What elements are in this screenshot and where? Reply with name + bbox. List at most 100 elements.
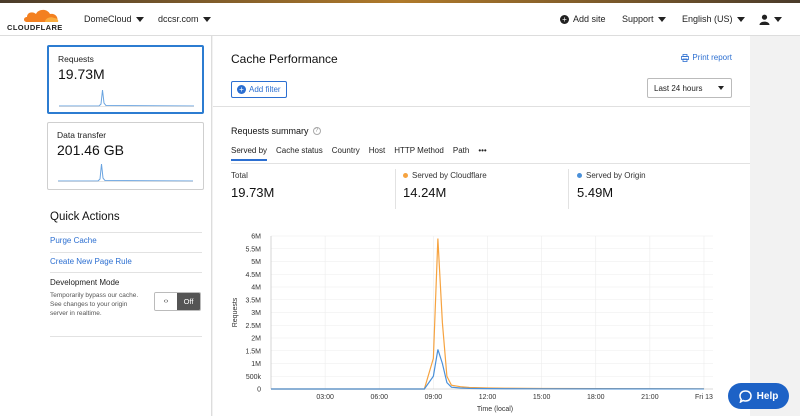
orange-dot-icon bbox=[403, 173, 408, 178]
card-label: Data transfer bbox=[57, 130, 107, 140]
stat-label-row: Served by Cloudflare bbox=[403, 171, 487, 180]
y-tick-label: 2.5M bbox=[245, 323, 261, 330]
y-tick-label: 0 bbox=[257, 387, 261, 394]
y-tick-label: 500k bbox=[246, 374, 262, 381]
y-tick-label: 5.5M bbox=[245, 246, 261, 253]
language-dropdown[interactable]: English (US) bbox=[682, 14, 745, 24]
x-tick-label: 03:00 bbox=[316, 394, 334, 401]
page-title: Cache Performance bbox=[231, 52, 338, 66]
time-range-value: Last 24 hours bbox=[654, 83, 703, 93]
code-icon: ‹› bbox=[155, 293, 177, 310]
divider bbox=[50, 232, 202, 233]
y-tick-label: 1M bbox=[251, 361, 261, 368]
divider bbox=[568, 169, 569, 209]
card-value: 201.46 GB bbox=[57, 142, 124, 158]
tab-country[interactable]: Country bbox=[331, 146, 360, 155]
add-site-label: Add site bbox=[573, 14, 606, 24]
right-gutter bbox=[750, 36, 800, 416]
add-site-button[interactable]: + Add site bbox=[560, 14, 606, 24]
stat-label: Served by Origin bbox=[586, 171, 646, 180]
requests-chart: 0 500k 1M 1.5M 2M 2.5M 3M 3.5M 4M 4.5M 5M 5.5M 6M 03:… bbox=[232, 234, 713, 414]
x-axis-label: Time (local) bbox=[477, 406, 513, 413]
user-menu[interactable] bbox=[759, 14, 782, 25]
create-page-rule-link[interactable]: Create New Page Rule bbox=[50, 257, 132, 266]
y-tick-label: 3.5M bbox=[245, 297, 261, 304]
top-accent-stripe bbox=[0, 0, 800, 3]
x-tick-label: Fri 13 bbox=[695, 394, 713, 401]
y-tick-label: 4.5M bbox=[245, 272, 261, 279]
user-icon bbox=[759, 14, 770, 25]
chat-bubble-icon bbox=[738, 389, 752, 403]
cloud-icon bbox=[24, 9, 59, 22]
domain-dropdown[interactable]: dccsr.com bbox=[158, 14, 211, 24]
divider bbox=[395, 169, 396, 209]
stat-served-by-cloudflare: Served by Cloudflare 14.24M bbox=[403, 171, 487, 200]
tab-host[interactable]: Host bbox=[368, 146, 386, 155]
blue-dot-icon bbox=[577, 173, 582, 178]
y-axis-label: Requests bbox=[232, 297, 239, 327]
logo-text: CLOUDFLARE bbox=[7, 23, 63, 32]
summary-tabs: Served by Cache status Country Host HTTP… bbox=[231, 146, 496, 161]
support-dropdown[interactable]: Support bbox=[622, 14, 666, 24]
dev-mode-toggle[interactable]: ‹› Off bbox=[154, 292, 201, 311]
data-transfer-card[interactable]: Data transfer 201.46 GB bbox=[47, 122, 204, 190]
help-button[interactable]: Help bbox=[728, 383, 789, 409]
cloudflare-logo[interactable]: CLOUDFLARE bbox=[7, 8, 67, 34]
tab-more[interactable]: ••• bbox=[478, 146, 487, 155]
print-report-link[interactable]: Print report bbox=[681, 53, 732, 62]
x-tick-label: 18:00 bbox=[587, 394, 605, 401]
print-icon bbox=[681, 53, 690, 62]
divider bbox=[50, 252, 202, 253]
stat-label: Served by Cloudflare bbox=[412, 171, 487, 180]
add-filter-button[interactable]: + Add filter bbox=[231, 81, 287, 98]
stat-total: Total 19.73M bbox=[231, 171, 274, 200]
divider bbox=[50, 272, 202, 273]
card-value: 19.73M bbox=[58, 66, 105, 82]
chevron-down-icon bbox=[202, 16, 211, 22]
toggle-state: Off bbox=[177, 293, 200, 310]
quick-actions-title: Quick Actions bbox=[50, 211, 120, 223]
purge-cache-link[interactable]: Purge Cache bbox=[50, 236, 97, 245]
main-header: Cache Performance Print report + Add fil… bbox=[213, 36, 750, 107]
tab-served-by[interactable]: Served by bbox=[231, 146, 268, 161]
requests-card[interactable]: Requests 19.73M bbox=[47, 45, 204, 114]
support-label: Support bbox=[622, 14, 654, 24]
tab-http-method[interactable]: HTTP Method bbox=[394, 146, 444, 155]
y-tick-label: 3M bbox=[251, 310, 261, 317]
x-tick-label: 06:00 bbox=[370, 394, 388, 401]
dev-mode-title: Development Mode bbox=[50, 278, 120, 287]
tab-cache-status[interactable]: Cache status bbox=[276, 146, 323, 155]
y-tick-label: 1.5M bbox=[245, 348, 261, 355]
x-tick-label: 21:00 bbox=[641, 394, 659, 401]
requests-summary-title: Requests summary ? bbox=[231, 126, 321, 136]
help-circle-icon[interactable]: ? bbox=[312, 127, 321, 135]
x-tick-label: 15:00 bbox=[533, 394, 551, 401]
time-range-select[interactable]: Last 24 hours bbox=[647, 78, 732, 98]
help-label: Help bbox=[756, 390, 779, 402]
tab-path[interactable]: Path bbox=[452, 146, 470, 155]
account-label: DomeCloud bbox=[84, 14, 132, 24]
y-tick-label: 6M bbox=[251, 234, 261, 241]
divider bbox=[50, 336, 202, 337]
plus-circle-icon: + bbox=[560, 14, 569, 24]
chevron-down-icon bbox=[657, 16, 666, 22]
stat-label-row: Served by Origin bbox=[577, 171, 646, 180]
requests-sparkline bbox=[59, 89, 194, 107]
chevron-down-icon bbox=[736, 16, 745, 22]
chevron-down-icon bbox=[774, 17, 782, 22]
dev-mode-description: Temporarily bypass our cache. See change… bbox=[50, 292, 139, 317]
domain-label: dccsr.com bbox=[158, 14, 199, 24]
card-label: Requests bbox=[58, 54, 94, 64]
y-tick-label: 2M bbox=[251, 336, 261, 343]
y-tick-label: 4M bbox=[251, 285, 261, 292]
print-report-label: Print report bbox=[692, 53, 732, 62]
top-header: CLOUDFLARE DomeCloud dccsr.com + Add sit… bbox=[0, 3, 800, 36]
data-transfer-sparkline bbox=[58, 163, 193, 182]
x-tick-label: 09:00 bbox=[425, 394, 443, 401]
account-dropdown[interactable]: DomeCloud bbox=[84, 14, 144, 24]
x-tick-label: 12:00 bbox=[479, 394, 497, 401]
tabs-divider bbox=[231, 163, 750, 164]
summary-title-text: Requests summary bbox=[231, 126, 309, 136]
stat-value: 14.24M bbox=[403, 185, 447, 200]
stat-served-by-origin: Served by Origin 5.49M bbox=[577, 171, 646, 200]
